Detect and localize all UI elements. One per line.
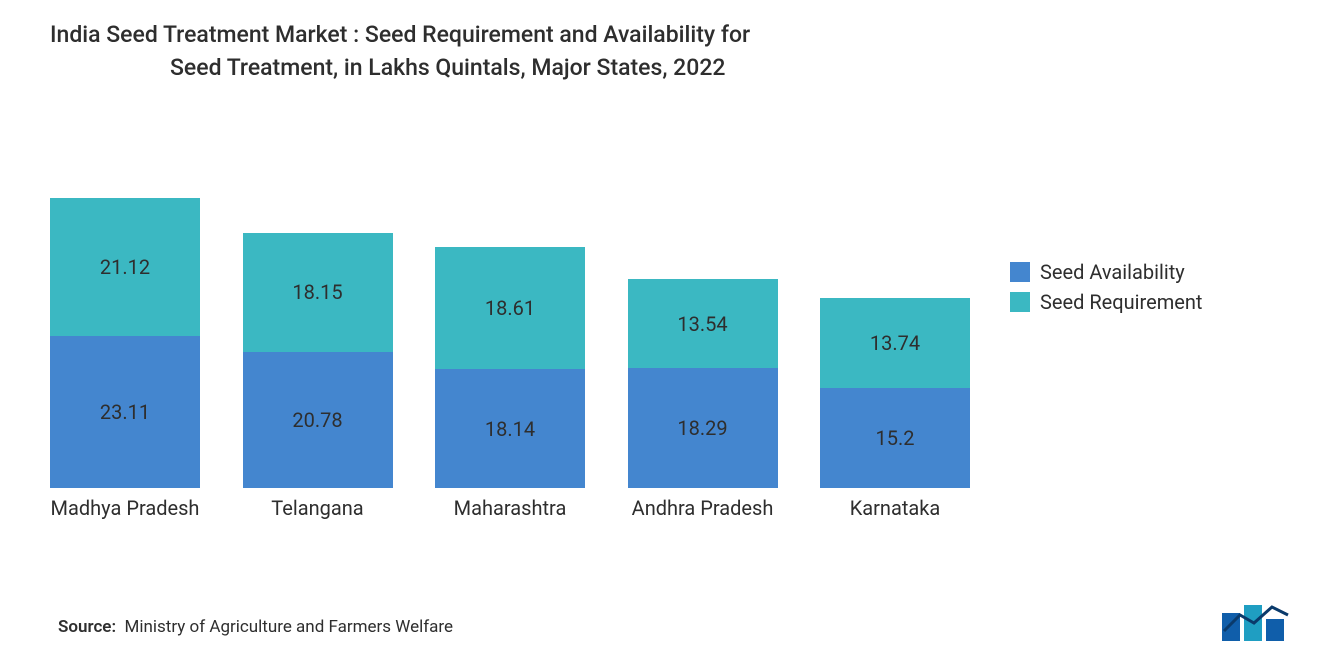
- bar-stack: 18.1520.78: [243, 233, 393, 488]
- bar-category-label: Maharashtra: [454, 496, 567, 520]
- bar-category-label: Madhya Pradesh: [51, 496, 200, 520]
- bar-segment-availability: 18.29: [628, 368, 778, 488]
- bar-segment-availability: 20.78: [243, 352, 393, 488]
- bar-stack: 18.6118.14: [435, 247, 585, 488]
- legend-label: Seed Availability: [1040, 260, 1185, 284]
- legend-item: Seed Requirement: [1010, 290, 1202, 314]
- bar-category-label: Andhra Pradesh: [632, 496, 774, 520]
- bar-group: 13.5418.29 Andhra Pradesh: [618, 279, 788, 520]
- legend-swatch: [1010, 262, 1030, 282]
- bar-stack: 21.1223.11: [50, 198, 200, 488]
- legend-swatch: [1010, 292, 1030, 312]
- bar-segment-requirement: 18.15: [243, 233, 393, 352]
- bar-segment-requirement: 18.61: [435, 247, 585, 369]
- bar-group: 13.7415.2 Karnataka: [810, 298, 980, 520]
- brand-logo: [1222, 601, 1290, 641]
- bar-group: 18.6118.14 Maharashtra: [425, 247, 595, 520]
- legend-item: Seed Availability: [1010, 260, 1202, 284]
- chart-title: India Seed Treatment Market : Seed Requi…: [50, 18, 840, 85]
- source-line: Source: Ministry of Agriculture and Farm…: [58, 617, 453, 637]
- source-text: Ministry of Agriculture and Farmers Welf…: [125, 617, 454, 637]
- bar-segment-availability: 18.14: [435, 369, 585, 488]
- source-label: Source:: [58, 617, 116, 637]
- bar-stack: 13.7415.2: [820, 298, 970, 488]
- bar-stack: 13.5418.29: [628, 279, 778, 488]
- bar-segment-availability: 23.11: [50, 336, 200, 488]
- bar-group: 18.1520.78 Telangana: [233, 233, 403, 520]
- title-line-2: Seed Treatment, in Lakhs Quintals, Major…: [50, 51, 725, 84]
- legend-label: Seed Requirement: [1040, 290, 1202, 314]
- bar-group: 21.1223.11 Madhya Pradesh: [40, 198, 210, 520]
- stacked-bar-chart: 21.1223.11 Madhya Pradesh 18.1520.78 Telang…: [40, 200, 980, 520]
- title-line-1: India Seed Treatment Market : Seed Requi…: [50, 21, 750, 48]
- bar-segment-requirement: 21.12: [50, 198, 200, 336]
- bar-segment-requirement: 13.54: [628, 279, 778, 368]
- chart-legend: Seed Availability Seed Requirement: [1010, 260, 1202, 314]
- bar-category-label: Telangana: [271, 496, 363, 520]
- logo-bar-3: [1266, 619, 1284, 641]
- bar-segment-requirement: 13.74: [820, 298, 970, 388]
- bar-category-label: Karnataka: [850, 496, 941, 520]
- bar-segment-availability: 15.2: [820, 388, 970, 488]
